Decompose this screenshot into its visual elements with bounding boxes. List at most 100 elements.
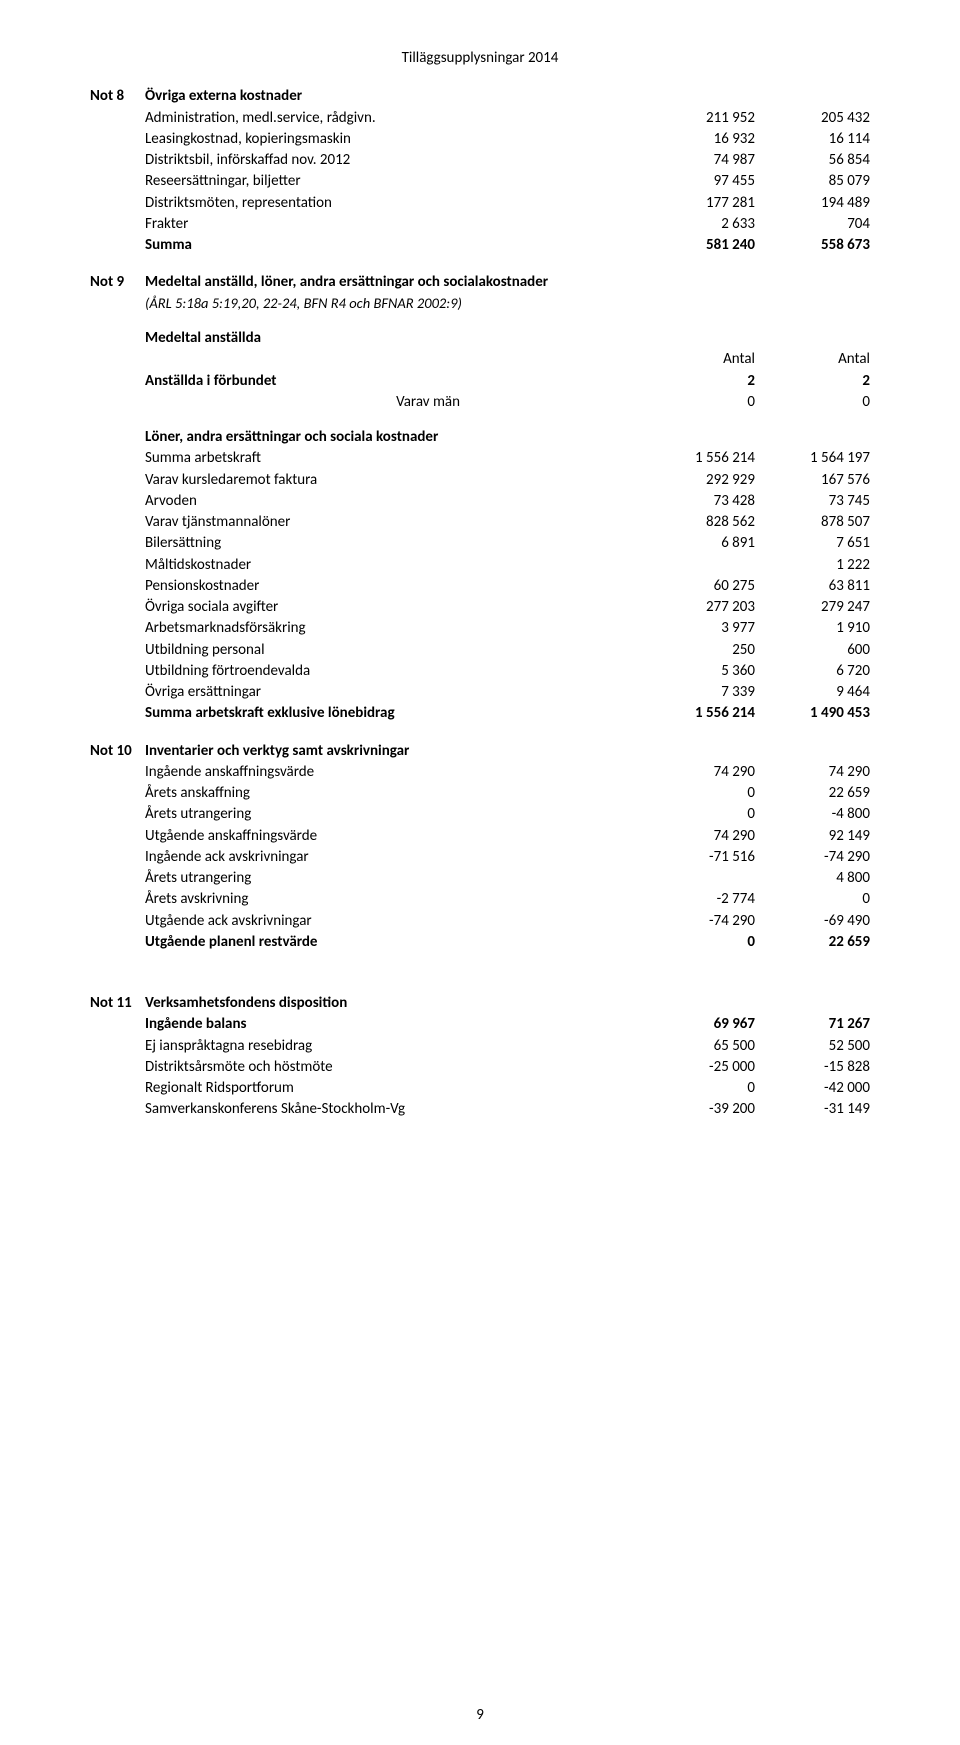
not9-sec2-heading: Löner, andra ersättningar och sociala ko…	[145, 427, 870, 448]
table-row: Utbildning förtroendevalda5 3606 720	[90, 661, 870, 682]
not9-sec1-hdr1: Antal	[640, 349, 755, 370]
row-value-1: 277 203	[640, 597, 755, 618]
not11-number: Not 11	[90, 993, 145, 1014]
row-value-1: 65 500	[640, 1036, 755, 1057]
row-value-2: -74 290	[755, 847, 870, 868]
not11-block: Not 11 Verksamhetsfondens disposition In…	[90, 993, 870, 1121]
table-row: Reseersättningar, biljetter97 45585 079	[90, 171, 870, 192]
row-value-2: -69 490	[755, 911, 870, 932]
row-label: Arbetsmarknadsförsäkring	[145, 618, 640, 639]
not9-block: Not 9 Medeltal anställd, löner, andra er…	[90, 272, 870, 724]
row-value-2: 279 247	[755, 597, 870, 618]
row-value-2: 71 267	[755, 1014, 870, 1035]
not9-sec1-hdr2: Antal	[755, 349, 870, 370]
row-value-2: 600	[755, 640, 870, 661]
row-value-2: 52 500	[755, 1036, 870, 1057]
not10-sum-c2: 22 659	[755, 932, 870, 953]
row-label: Utbildning förtroendevalda	[145, 661, 640, 682]
row-value-2: 167 576	[755, 470, 870, 491]
row-label: Årets utrangering	[145, 868, 640, 889]
not8-sum-c2: 558 673	[755, 235, 870, 256]
row-label: Övriga ersättningar	[145, 682, 640, 703]
row-value-2: -31 149	[755, 1099, 870, 1120]
table-row: Varav tjänstmannalöner828 562878 507	[90, 512, 870, 533]
row-label: Bilersättning	[145, 533, 640, 554]
table-row: Distriktsårsmöte och höstmöte-25 000-15 …	[90, 1057, 870, 1078]
row-value-1: -71 516	[640, 847, 755, 868]
table-row: Samverkanskonferens Skåne-Stockholm-Vg-3…	[90, 1099, 870, 1120]
row-label: Distriktsmöten, representation	[145, 193, 640, 214]
row-label: Reseersättningar, biljetter	[145, 171, 640, 192]
table-row: Regionalt Ridsportforum0-42 000	[90, 1078, 870, 1099]
row-value-2: 4 800	[755, 868, 870, 889]
page-title: Tilläggsupplysningar 2014	[90, 48, 870, 68]
row-value-2: 2	[755, 371, 870, 392]
row-label: Utgående anskaffningsvärde	[145, 826, 640, 847]
row-value-2: 16 114	[755, 129, 870, 150]
row-value-1: 828 562	[640, 512, 755, 533]
not10-number: Not 10	[90, 741, 145, 762]
table-row: Administration, medl.service, rådgivn.21…	[90, 108, 870, 129]
row-value-1: 69 967	[640, 1014, 755, 1035]
row-value-2: 1 910	[755, 618, 870, 639]
row-value-1: 292 929	[640, 470, 755, 491]
row-value-1: 7 339	[640, 682, 755, 703]
not10-table: Not 10 Inventarier och verktyg samt avsk…	[90, 741, 870, 954]
row-value-1: 177 281	[640, 193, 755, 214]
not8-number: Not 8	[90, 86, 145, 107]
row-value-1: 1 556 214	[640, 448, 755, 469]
not8-sum-c1: 581 240	[640, 235, 755, 256]
row-label: Varav kursledaremot faktura	[145, 470, 640, 491]
row-value-1	[640, 555, 755, 576]
row-value-2: 878 507	[755, 512, 870, 533]
row-label: Utgående ack avskrivningar	[145, 911, 640, 932]
page-number: 9	[0, 1705, 960, 1725]
row-label: Övriga sociala avgifter	[145, 597, 640, 618]
row-value-2: -4 800	[755, 804, 870, 825]
row-value-1: 0	[640, 783, 755, 804]
row-value-1: -2 774	[640, 889, 755, 910]
row-value-2: 0	[755, 392, 870, 413]
row-value-2: 74 290	[755, 762, 870, 783]
table-row: Utbildning personal250600	[90, 640, 870, 661]
table-row: Anställda i förbundet22	[90, 371, 870, 392]
table-row: Bilersättning6 8917 651	[90, 533, 870, 554]
row-value-1: 5 360	[640, 661, 755, 682]
row-label: Anställda i förbundet	[145, 371, 640, 392]
not9-sec2-sum-label: Summa arbetskraft exklusive lönebidrag	[145, 703, 640, 724]
not9-sec1-heading: Medeltal anställda	[145, 328, 640, 349]
table-row: Arvoden73 42873 745	[90, 491, 870, 512]
row-value-2: 92 149	[755, 826, 870, 847]
not10-sum-c1: 0	[640, 932, 755, 953]
row-value-2: -42 000	[755, 1078, 870, 1099]
not10-sum-label: Utgående planenl restvärde	[145, 932, 640, 953]
row-value-1: 74 290	[640, 826, 755, 847]
table-row: Ej ianspråktagna resebidrag65 50052 500	[90, 1036, 870, 1057]
row-label: Årets utrangering	[145, 804, 640, 825]
table-row: Ingående balans69 96771 267	[90, 1014, 870, 1035]
row-value-2: 6 720	[755, 661, 870, 682]
row-value-1: 74 987	[640, 150, 755, 171]
row-label: Distriktsbil, införskaffad nov. 2012	[145, 150, 640, 171]
row-value-1: 3 977	[640, 618, 755, 639]
not8-block: Not 8 Övriga externa kostnader Administr…	[90, 86, 870, 256]
table-row: Distriktsmöten, representation177 281194…	[90, 193, 870, 214]
row-value-1: 6 891	[640, 533, 755, 554]
row-label: Årets avskrivning	[145, 889, 640, 910]
row-label: Distriktsårsmöte och höstmöte	[145, 1057, 640, 1078]
not8-table: Not 8 Övriga externa kostnader Administr…	[90, 86, 870, 256]
row-label: Utbildning personal	[145, 640, 640, 661]
row-label: Varav tjänstmannalöner	[145, 512, 640, 533]
row-value-1	[640, 868, 755, 889]
page: Tilläggsupplysningar 2014 Not 8 Övriga e…	[0, 0, 960, 1745]
row-label: Regionalt Ridsportforum	[145, 1078, 640, 1099]
not9-sec2-sum-c1: 1 556 214	[640, 703, 755, 724]
row-value-1: -25 000	[640, 1057, 755, 1078]
row-label: Ingående ack avskrivningar	[145, 847, 640, 868]
row-value-2: 1 564 197	[755, 448, 870, 469]
not9-heading: Medeltal anställd, löner, andra ersättni…	[145, 272, 870, 293]
not8-heading: Övriga externa kostnader	[145, 86, 640, 107]
table-row: Leasingkostnad, kopieringsmaskin16 93216…	[90, 129, 870, 150]
row-value-2: 22 659	[755, 783, 870, 804]
row-value-1: 2	[640, 371, 755, 392]
